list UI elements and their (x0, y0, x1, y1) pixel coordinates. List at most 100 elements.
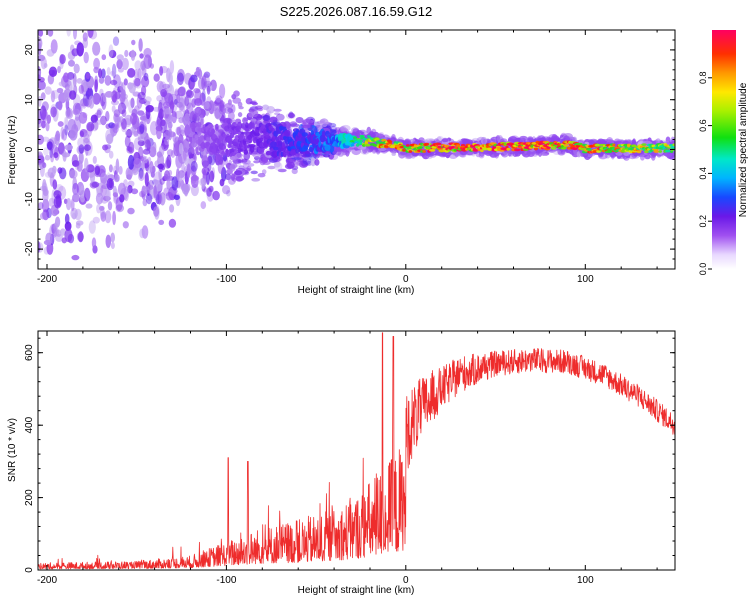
spectrogram-cell (46, 49, 55, 57)
spectrogram-cell (78, 144, 85, 154)
spectrogram-cell (100, 185, 107, 197)
spectrogram-cell (100, 172, 108, 184)
spectrogram-cell (164, 137, 170, 146)
y-tick-label: -10 (24, 192, 35, 207)
spectrogram-signal-cell (197, 121, 202, 128)
spectrogram-signal-cell (480, 149, 484, 153)
spectrogram-signal-cell (309, 146, 314, 152)
spectrogram-cell (71, 254, 80, 261)
spectrogram-cell (206, 85, 211, 95)
spectrogram-cell (108, 122, 115, 129)
spectrogram-cell (61, 128, 68, 141)
spectrogram-cell (403, 138, 412, 147)
spectrogram-cell (112, 122, 120, 134)
spectrogram-cell (287, 112, 295, 119)
spectrogram-cell (230, 173, 236, 181)
spectrogram-cell (476, 136, 486, 146)
spectrogram-signal-cell (321, 130, 326, 138)
spectrogram-cell (108, 49, 117, 59)
spectrogram-cell (104, 188, 111, 202)
spectrogram-cell (257, 173, 266, 178)
spectrogram-cell (155, 193, 160, 205)
spectrogram-signal-cell (405, 144, 410, 147)
spectrogram-signal-cell (215, 123, 219, 130)
colorbar: 0.0 0.2 0.4 0.6 0.8 Normalized spectral ampl… (698, 30, 749, 275)
spectrogram-signal-cell (222, 133, 227, 139)
spectrogram-cell (59, 54, 66, 65)
spectrogram-cell (201, 75, 207, 91)
spectrogram-signal-cell (273, 146, 279, 151)
spectrogram-cell (176, 172, 185, 182)
spectrogram-cell (117, 102, 127, 115)
spectrogram-signal-cell (228, 140, 234, 145)
spectrogram-signal-cell (588, 148, 592, 152)
spectrogram-cell (98, 76, 105, 84)
spectrogram-cell (250, 170, 258, 175)
spectrogram-signal-cell (265, 151, 271, 156)
spectrogram-cell (84, 187, 91, 202)
spectrogram-cell (40, 105, 47, 120)
spectrogram-cell (108, 164, 113, 173)
spectrogram-cell (171, 111, 177, 124)
spectrogram-signal-cell (672, 143, 675, 147)
spectrogram-cell (158, 219, 165, 225)
spectrogram-cell (157, 190, 162, 205)
spectrogram-cell (172, 132, 177, 143)
spectrogram-cell (110, 241, 115, 250)
spectrogram-cell (64, 117, 69, 130)
spectrogram-signal-cell (238, 134, 246, 140)
spectrogram-cell (262, 156, 269, 164)
spectrogram-signal-cell (418, 146, 423, 149)
x-tick-label: -100 (216, 575, 236, 586)
spectrogram-cell (159, 178, 165, 185)
spectrogram-cell (168, 128, 173, 141)
spectrogram-cell (119, 194, 125, 203)
spectrogram-cell (298, 160, 309, 168)
spectrogram-cell (160, 119, 166, 127)
spectrogram-signal-cell (212, 133, 217, 140)
spectrogram-cell (206, 171, 210, 185)
spectrogram-cell (71, 48, 79, 57)
y-tick-label: 0 (24, 567, 35, 573)
colorbar-tick-label: 0.0 (698, 263, 708, 276)
spectrogram-signal-cell (270, 141, 277, 148)
spectrogram-signal-cell (372, 144, 378, 147)
spectrogram-signal-cell (245, 122, 249, 129)
spectrogram-cell (59, 167, 67, 180)
spectrogram-signal-cell (388, 140, 393, 144)
spectrogram-cell (482, 138, 488, 145)
spectrogram-cell (273, 161, 283, 171)
spectrogram-cell (147, 156, 152, 166)
y-tick-label: 0 (24, 146, 35, 152)
spectrogram-cell (69, 90, 77, 100)
spectrogram-cell (176, 72, 184, 86)
spectrogram-cell (208, 150, 216, 166)
spectrogram-signal-cell (218, 135, 223, 142)
spectrogram-cell (48, 66, 58, 78)
spectrogram-cell (168, 72, 173, 86)
spectrogram-cell (99, 205, 105, 211)
spectrogram-cell (192, 112, 199, 118)
spectrogram-cell (133, 137, 142, 151)
spectrogram-signal-cell (290, 150, 297, 156)
spectrogram-cell (205, 96, 212, 111)
spectrogram-cell (65, 198, 72, 211)
spectrogram-cell (55, 130, 61, 142)
x-tick-label: 0 (403, 575, 409, 586)
spectrogram-cell (371, 146, 378, 154)
spectrogram-cell (70, 198, 75, 212)
spectrogram-cell (164, 108, 173, 115)
spectrogram-signal-cell (248, 144, 256, 148)
spectrogram-cell (553, 149, 562, 155)
spectrogram-signal-cell (211, 128, 216, 134)
spectrogram-cell (164, 170, 171, 182)
spectrogram-cell (44, 154, 51, 161)
spectrogram-cell (302, 157, 312, 165)
spectrogram-cell (178, 124, 185, 135)
spectrogram-cell (102, 144, 109, 151)
spectrogram-cell (38, 95, 42, 107)
spectrogram-signal-cell (506, 147, 511, 151)
spectrogram-cell (46, 114, 52, 124)
spectrogram-cell (119, 81, 124, 91)
spectrogram-cell (130, 126, 136, 133)
